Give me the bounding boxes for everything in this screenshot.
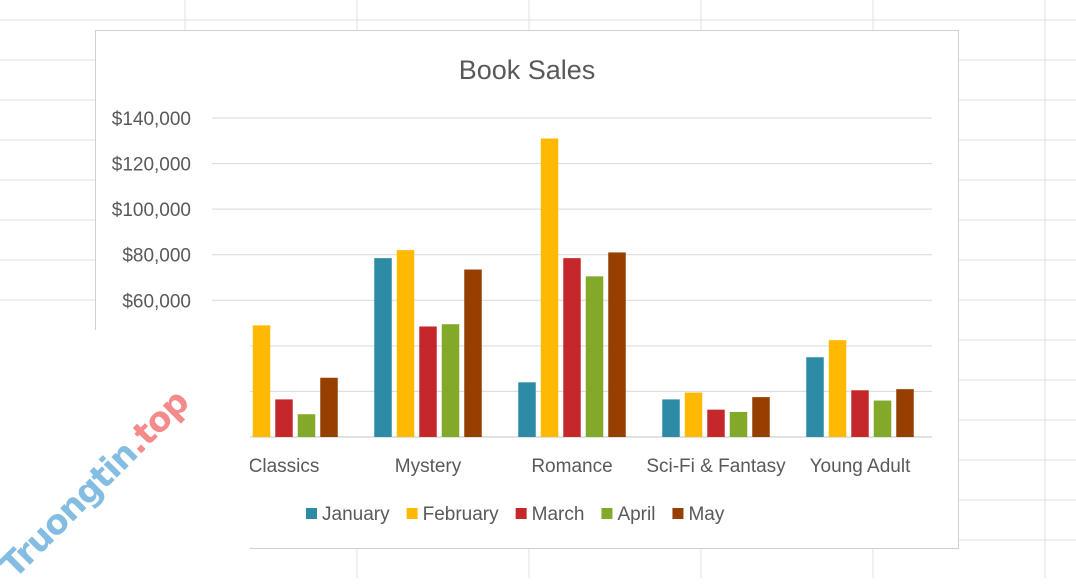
legend-swatch — [306, 508, 317, 519]
bar-may — [752, 397, 770, 437]
y-tick-label: $140,000 — [112, 109, 191, 130]
legend-label: May — [688, 504, 724, 525]
bar-february — [252, 325, 271, 437]
legend-label: January — [322, 504, 390, 525]
bar-january — [374, 258, 392, 437]
y-tick-label: $80,000 — [122, 246, 191, 267]
bar-march — [707, 409, 725, 437]
x-tick-label: Sci-Fi & Fantasy — [646, 456, 786, 477]
y-tick-label: $120,000 — [112, 155, 191, 176]
legend-label: April — [617, 504, 655, 525]
bar-january — [518, 382, 536, 437]
x-tick-label: Classics — [249, 456, 320, 477]
bar-april — [441, 324, 460, 437]
chart-title: Book Sales — [459, 55, 596, 85]
bar-may — [464, 269, 482, 437]
bar-april — [729, 411, 748, 437]
legend-label: March — [532, 504, 585, 525]
bar-march — [851, 390, 869, 437]
x-tick-label: Young Adult — [810, 456, 911, 477]
bar-april — [297, 414, 316, 437]
bar-may — [608, 252, 626, 437]
bar-february — [684, 392, 703, 437]
bar-march — [275, 399, 293, 437]
bar-march — [419, 326, 437, 437]
bar-january — [806, 357, 824, 437]
bar-may — [320, 377, 338, 437]
bar-february — [540, 138, 559, 437]
bar-april — [873, 400, 892, 437]
bar-february — [396, 250, 415, 437]
bar-march — [563, 258, 581, 437]
legend-swatch — [601, 508, 613, 519]
watermark-backdrop — [0, 330, 250, 578]
legend-swatch — [515, 508, 527, 519]
x-tick-label: Mystery — [395, 456, 462, 477]
legend-swatch — [406, 508, 418, 519]
bar-april — [585, 276, 604, 437]
y-tick-label: $100,000 — [112, 200, 191, 221]
x-tick-label: Romance — [531, 456, 612, 477]
bar-may — [896, 389, 914, 437]
bar-january — [662, 399, 680, 437]
bar-february — [828, 340, 847, 437]
legend-label: February — [423, 504, 500, 525]
y-tick-label: $60,000 — [122, 291, 191, 312]
legend-swatch — [672, 508, 684, 519]
